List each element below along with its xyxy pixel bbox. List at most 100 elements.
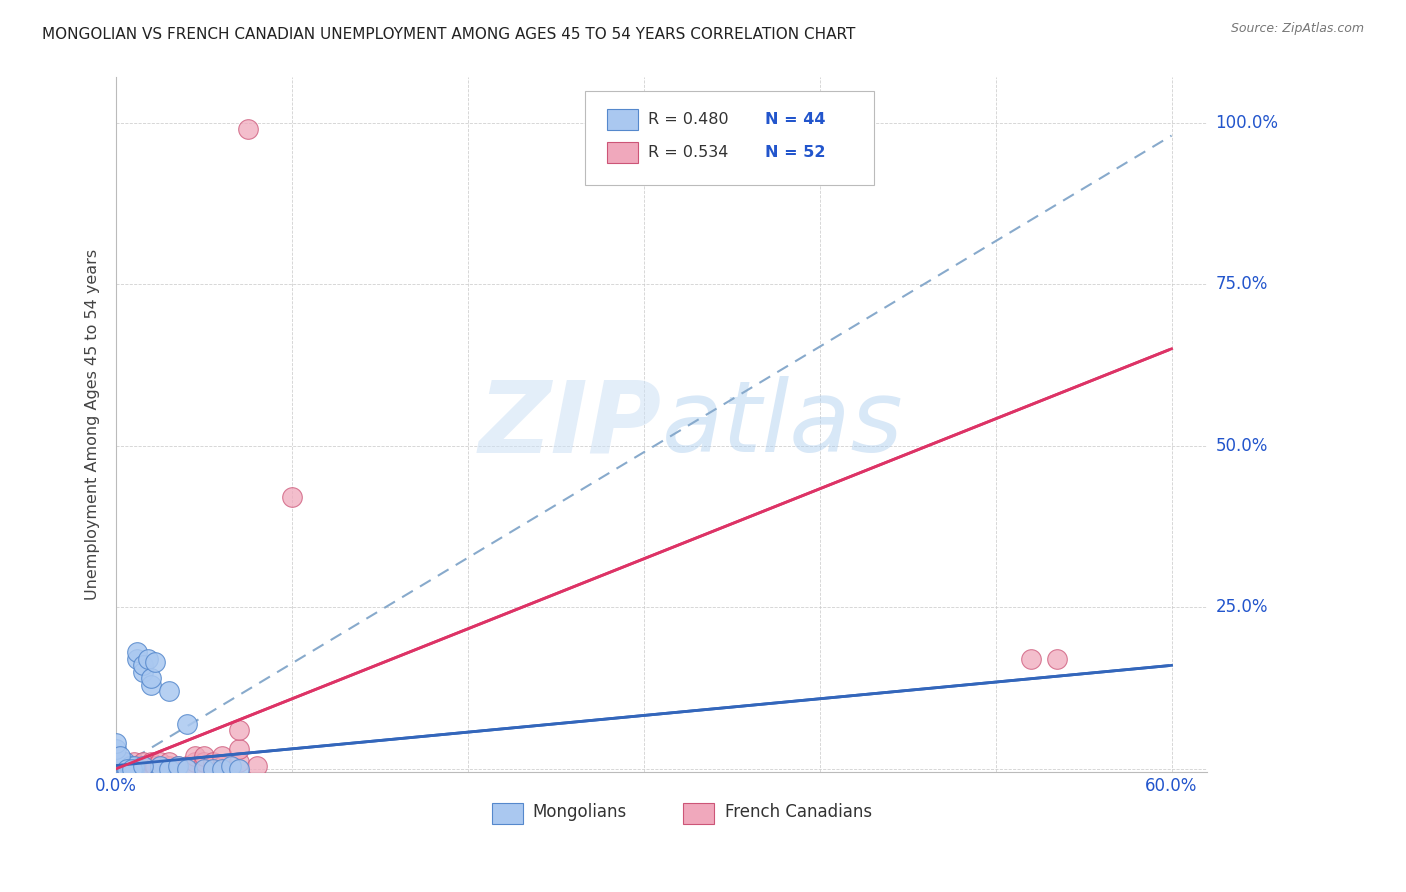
FancyBboxPatch shape [492, 803, 523, 824]
Point [193, 758, 215, 772]
Point [166, 758, 188, 772]
Point [157, 762, 180, 776]
Point [141, 762, 163, 776]
FancyBboxPatch shape [607, 110, 637, 130]
Point [184, 756, 207, 770]
Point [141, 671, 163, 685]
Point [105, 752, 128, 766]
Point [157, 762, 180, 776]
Point [149, 762, 172, 776]
Text: N = 52: N = 52 [765, 145, 825, 160]
Point [105, 758, 128, 772]
Point [136, 762, 159, 776]
Point [176, 762, 198, 776]
Point [219, 758, 242, 772]
Point [105, 762, 128, 776]
Point [105, 748, 128, 763]
Point [228, 756, 250, 770]
Text: ZIP: ZIP [478, 376, 661, 473]
Point [1019, 652, 1042, 666]
FancyBboxPatch shape [585, 91, 875, 186]
Point [120, 758, 142, 772]
Point [1265, 122, 1288, 136]
Point [105, 762, 128, 776]
Point [110, 762, 132, 776]
Point [105, 762, 128, 776]
Point [110, 762, 132, 776]
Point [127, 762, 149, 776]
Point [122, 756, 145, 770]
Text: 100.0%: 100.0% [1216, 113, 1278, 132]
Point [105, 756, 128, 770]
Point [114, 756, 136, 770]
Point [141, 756, 163, 770]
Point [122, 758, 145, 772]
Text: R = 0.480: R = 0.480 [648, 112, 730, 128]
Point [115, 762, 138, 776]
Point [143, 758, 166, 772]
Point [131, 658, 153, 673]
Text: MONGOLIAN VS FRENCH CANADIAN UNEMPLOYMENT AMONG AGES 45 TO 54 YEARS CORRELATION : MONGOLIAN VS FRENCH CANADIAN UNEMPLOYMEN… [42, 27, 856, 42]
Point [114, 762, 136, 776]
Point [149, 758, 172, 772]
Point [105, 756, 128, 770]
Point [176, 758, 198, 772]
Point [1046, 652, 1069, 666]
Point [176, 716, 198, 731]
Point [110, 758, 132, 772]
Point [105, 762, 128, 776]
Point [193, 748, 215, 763]
Point [131, 758, 153, 772]
Point [105, 742, 128, 756]
Point [131, 758, 153, 772]
Point [201, 758, 224, 772]
Point [246, 758, 269, 772]
Point [211, 758, 233, 772]
Text: N = 44: N = 44 [765, 112, 825, 128]
Point [121, 762, 143, 776]
Point [120, 762, 142, 776]
Y-axis label: Unemployment Among Ages 45 to 54 years: Unemployment Among Ages 45 to 54 years [86, 249, 100, 600]
Text: French Canadians: French Canadians [724, 804, 872, 822]
Point [105, 762, 128, 776]
Point [131, 665, 153, 679]
FancyBboxPatch shape [683, 803, 714, 824]
Point [122, 762, 145, 776]
Point [166, 762, 188, 776]
Text: 50.0%: 50.0% [1216, 437, 1268, 455]
Point [149, 762, 172, 776]
Point [149, 758, 172, 772]
Point [201, 762, 224, 776]
Point [114, 756, 136, 770]
Text: atlas: atlas [661, 376, 903, 473]
Point [166, 758, 188, 772]
Point [228, 723, 250, 737]
Point [211, 748, 233, 763]
Point [131, 756, 153, 770]
Text: Mongolians: Mongolians [533, 804, 627, 822]
Point [157, 756, 180, 770]
Point [184, 748, 207, 763]
Point [193, 762, 215, 776]
Point [108, 748, 131, 763]
Point [110, 758, 132, 772]
Point [105, 762, 128, 776]
Text: 25.0%: 25.0% [1216, 599, 1268, 616]
Point [127, 645, 149, 659]
Point [105, 762, 128, 776]
Point [141, 678, 163, 692]
Point [105, 762, 128, 776]
Point [127, 758, 149, 772]
Point [193, 756, 215, 770]
Point [105, 736, 128, 750]
Point [122, 762, 145, 776]
Point [211, 762, 233, 776]
Point [141, 758, 163, 772]
Point [114, 762, 136, 776]
Point [157, 684, 180, 698]
Point [114, 758, 136, 772]
Point [176, 762, 198, 776]
Point [122, 758, 145, 772]
Point [238, 122, 260, 136]
Point [143, 762, 166, 776]
